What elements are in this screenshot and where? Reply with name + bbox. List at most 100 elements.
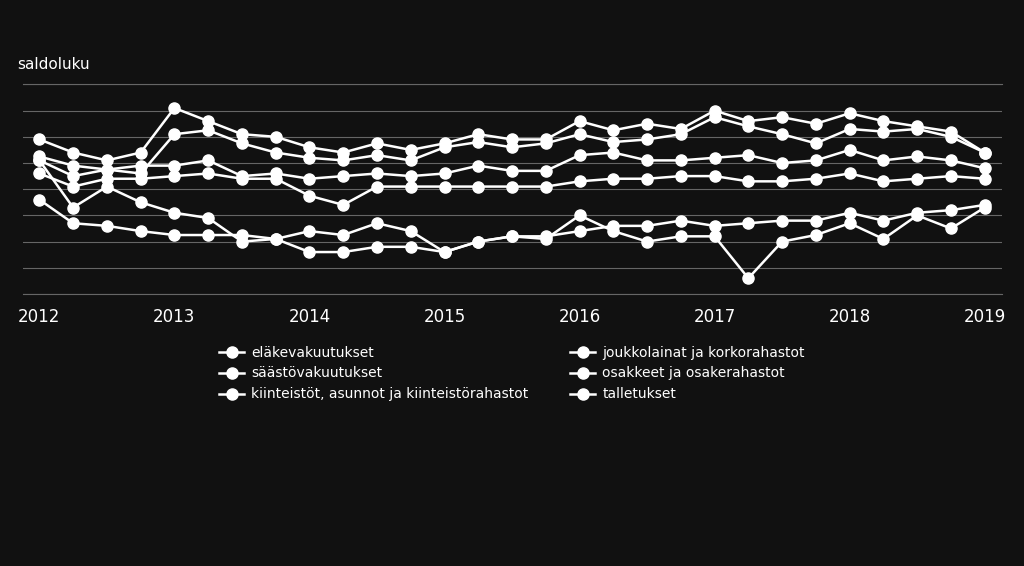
osakkeet ja osakerahastot (472, 238, 484, 245)
osakkeet ja osakerahastot (371, 220, 383, 226)
kiinteistöt, asunnot ja kiinteistörahastot (236, 173, 248, 179)
joukkolainat ja korkorahastot (506, 183, 518, 190)
talletukset (337, 248, 349, 255)
talletukset (33, 196, 45, 203)
säästövakuutukset (810, 140, 822, 147)
talletukset (472, 238, 484, 245)
joukkolainat ja korkorahastot (709, 173, 721, 179)
talletukset (776, 217, 788, 224)
talletukset (134, 228, 146, 234)
joukkolainat ja korkorahastot (911, 175, 924, 182)
Legend: eläkevakuutukset, säästövakuutukset, kiinteistöt, asunnot ja kiinteistörahastot,: eläkevakuutukset, säästövakuutukset, kii… (212, 338, 812, 409)
osakkeet ja osakerahastot (979, 204, 991, 211)
joukkolainat ja korkorahastot (269, 175, 282, 182)
säästövakuutukset (303, 155, 315, 161)
säästövakuutukset (641, 136, 653, 143)
joukkolainat ja korkorahastot (404, 183, 417, 190)
talletukset (303, 248, 315, 255)
osakkeet ja osakerahastot (540, 235, 552, 242)
osakkeet ja osakerahastot (33, 157, 45, 164)
kiinteistöt, asunnot ja kiinteistörahastot (945, 157, 957, 164)
kiinteistöt, asunnot ja kiinteistörahastot (303, 175, 315, 182)
säästövakuutukset (438, 144, 451, 151)
kiinteistöt, asunnot ja kiinteistörahastot (742, 152, 755, 158)
kiinteistöt, asunnot ja kiinteistörahastot (67, 173, 79, 179)
kiinteistöt, asunnot ja kiinteistörahastot (100, 166, 113, 173)
talletukset (67, 220, 79, 226)
joukkolainat ja korkorahastot (776, 178, 788, 185)
Line: joukkolainat ja korkorahastot: joukkolainat ja korkorahastot (34, 168, 990, 211)
joukkolainat ja korkorahastot (607, 175, 620, 182)
eläkevakuutukset (810, 121, 822, 127)
osakkeet ja osakerahastot (236, 238, 248, 245)
talletukset (675, 217, 687, 224)
joukkolainat ja korkorahastot (472, 183, 484, 190)
osakkeet ja osakerahastot (404, 228, 417, 234)
säästövakuutukset (100, 166, 113, 173)
eläkevakuutukset (371, 140, 383, 147)
säästövakuutukset (269, 149, 282, 156)
joukkolainat ja korkorahastot (33, 170, 45, 177)
talletukset (810, 217, 822, 224)
Line: talletukset: talletukset (34, 194, 990, 258)
Line: säästövakuutukset: säästövakuutukset (34, 112, 990, 179)
talletukset (202, 231, 214, 238)
eläkevakuutukset (100, 157, 113, 164)
Line: eläkevakuutukset: eläkevakuutukset (34, 102, 990, 166)
eläkevakuutukset (776, 114, 788, 121)
talletukset (878, 217, 890, 224)
osakkeet ja osakerahastot (67, 204, 79, 211)
talletukset (709, 222, 721, 229)
eläkevakuutukset (33, 136, 45, 143)
säästövakuutukset (607, 139, 620, 145)
talletukset (404, 243, 417, 250)
joukkolainat ja korkorahastot (573, 178, 586, 185)
säästövakuutukset (844, 126, 856, 132)
joukkolainat ja korkorahastot (810, 175, 822, 182)
osakkeet ja osakerahastot (742, 275, 755, 282)
talletukset (438, 248, 451, 255)
kiinteistöt, asunnot ja kiinteistörahastot (776, 160, 788, 166)
osakkeet ja osakerahastot (776, 238, 788, 245)
joukkolainat ja korkorahastot (337, 201, 349, 208)
eläkevakuutukset (742, 118, 755, 125)
talletukset (573, 228, 586, 234)
eläkevakuutukset (202, 118, 214, 125)
kiinteistöt, asunnot ja kiinteistörahastot (337, 173, 349, 179)
talletukset (911, 209, 924, 216)
osakkeet ja osakerahastot (573, 212, 586, 219)
osakkeet ja osakerahastot (269, 235, 282, 242)
eläkevakuutukset (979, 149, 991, 156)
eläkevakuutukset (506, 136, 518, 143)
joukkolainat ja korkorahastot (236, 175, 248, 182)
säästövakuutukset (675, 131, 687, 138)
osakkeet ja osakerahastot (844, 220, 856, 226)
Text: saldoluku: saldoluku (17, 57, 90, 72)
osakkeet ja osakerahastot (945, 225, 957, 232)
säästövakuutukset (709, 114, 721, 121)
säästövakuutukset (878, 128, 890, 135)
joukkolainat ja korkorahastot (371, 183, 383, 190)
osakkeet ja osakerahastot (641, 238, 653, 245)
joukkolainat ja korkorahastot (844, 170, 856, 177)
säästövakuutukset (540, 140, 552, 147)
joukkolainat ja korkorahastot (67, 183, 79, 190)
talletukset (506, 233, 518, 240)
eläkevakuutukset (472, 131, 484, 138)
talletukset (607, 222, 620, 229)
Line: kiinteistöt, asunnot ja kiinteistörahastot: kiinteistöt, asunnot ja kiinteistörahast… (34, 144, 990, 185)
eläkevakuutukset (607, 127, 620, 134)
kiinteistöt, asunnot ja kiinteistörahastot (134, 162, 146, 169)
eläkevakuutukset (540, 136, 552, 143)
kiinteistöt, asunnot ja kiinteistörahastot (472, 162, 484, 169)
säästövakuutukset (404, 157, 417, 164)
kiinteistöt, asunnot ja kiinteistörahastot (844, 147, 856, 153)
eläkevakuutukset (269, 134, 282, 140)
kiinteistöt, asunnot ja kiinteistörahastot (810, 157, 822, 164)
eläkevakuutukset (675, 126, 687, 132)
joukkolainat ja korkorahastot (100, 175, 113, 182)
talletukset (269, 235, 282, 242)
säästövakuutukset (67, 162, 79, 169)
kiinteistöt, asunnot ja kiinteistörahastot (269, 170, 282, 177)
säästövakuutukset (742, 123, 755, 130)
